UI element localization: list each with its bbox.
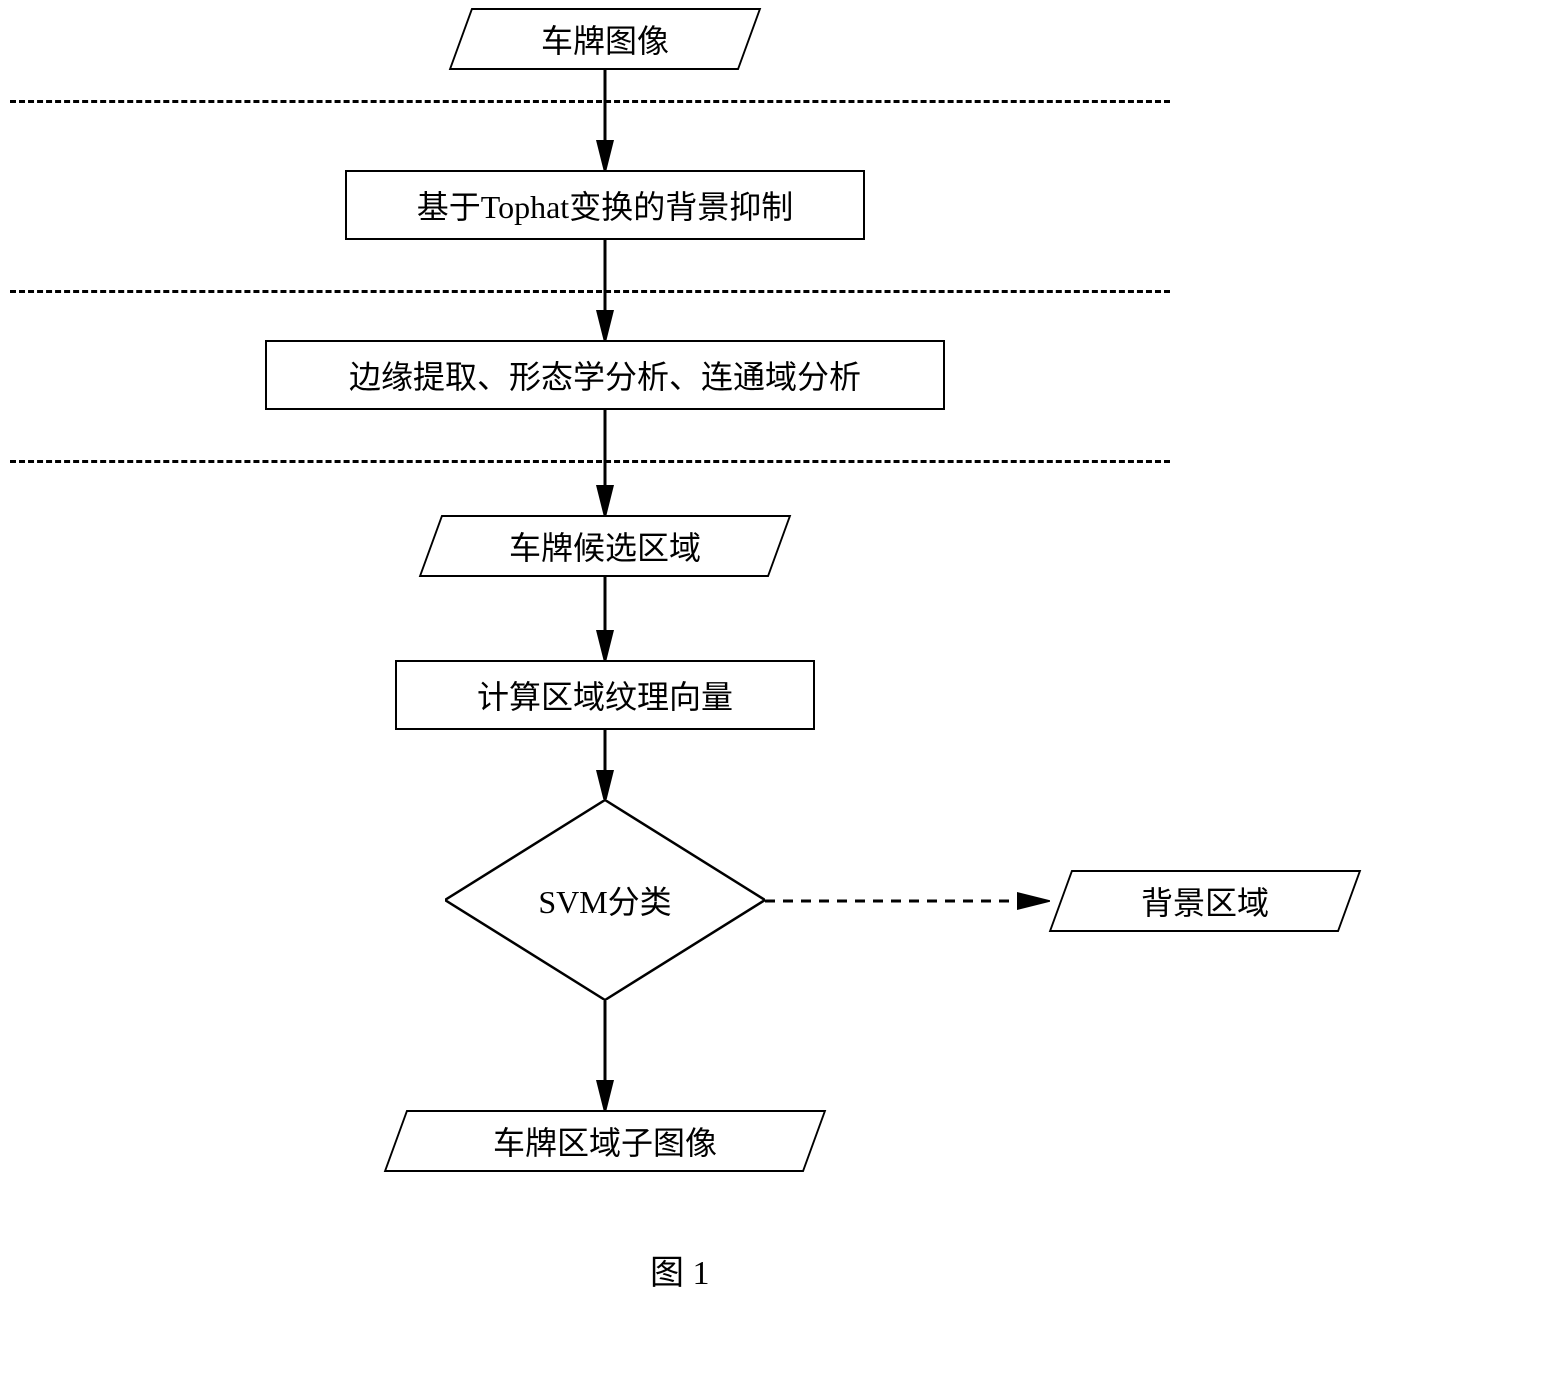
node-texture: 计算区域纹理向量 — [395, 660, 815, 730]
node-input-label: 车牌图像 — [541, 16, 669, 62]
figure-caption-text: 图 1 — [650, 1255, 710, 1292]
node-candidate-label: 车牌候选区域 — [509, 523, 701, 569]
separator-1 — [10, 100, 1170, 103]
arrow-input-tophat — [596, 70, 614, 170]
node-texture-label: 计算区域纹理向量 — [477, 672, 733, 718]
flowchart-container: 车牌图像 基于Tophat变换的背景抑制 边缘提取、形态学分析、连通域分析 车牌… — [0, 0, 1546, 1381]
separator-3 — [10, 460, 1170, 463]
separator-2 — [10, 290, 1170, 293]
node-edge: 边缘提取、形态学分析、连通域分析 — [265, 340, 945, 410]
node-candidate: 车牌候选区域 — [419, 515, 792, 577]
node-input: 车牌图像 — [449, 8, 762, 70]
arrow-edge-candidate — [596, 410, 614, 515]
arrow-svm-output — [596, 1000, 614, 1110]
node-output-label: 车牌区域子图像 — [493, 1118, 717, 1164]
node-svm: SVM分类 — [445, 800, 765, 1000]
node-svm-label: SVM分类 — [538, 877, 671, 923]
node-tophat: 基于Tophat变换的背景抑制 — [345, 170, 865, 240]
node-tophat-label: 基于Tophat变换的背景抑制 — [417, 182, 793, 228]
node-background-label: 背景区域 — [1141, 878, 1269, 924]
arrow-tophat-edge — [596, 240, 614, 340]
arrow-svm-background — [765, 892, 1050, 910]
arrow-texture-svm — [596, 730, 614, 800]
arrow-candidate-texture — [596, 577, 614, 660]
node-edge-label: 边缘提取、形态学分析、连通域分析 — [349, 352, 861, 398]
node-background: 背景区域 — [1049, 870, 1362, 932]
figure-caption: 图 1 — [650, 1245, 710, 1294]
node-output: 车牌区域子图像 — [384, 1110, 827, 1172]
